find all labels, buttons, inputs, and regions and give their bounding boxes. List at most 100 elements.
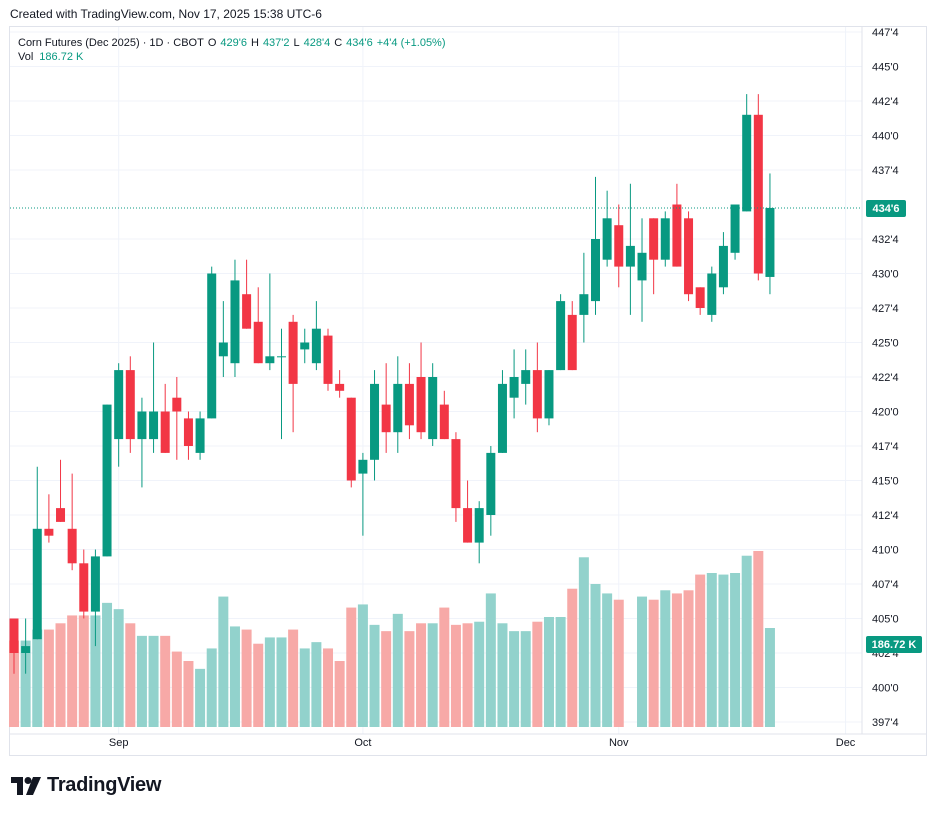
volume-bar bbox=[264, 637, 275, 727]
candle-body bbox=[323, 335, 333, 384]
price-tick-label: 440'0 bbox=[872, 131, 899, 143]
candle-body bbox=[393, 383, 403, 433]
volume-bar bbox=[497, 623, 508, 727]
candle-body bbox=[79, 563, 89, 612]
candle-body bbox=[718, 245, 728, 288]
tradingview-logo[interactable]: TradingView bbox=[11, 774, 161, 797]
volume-bar bbox=[229, 626, 240, 727]
chart-frame[interactable] bbox=[9, 26, 927, 756]
volume-bar bbox=[311, 642, 322, 727]
candle-body bbox=[509, 377, 519, 398]
volume-bar bbox=[218, 596, 229, 727]
time-tick-label: Oct bbox=[354, 737, 371, 749]
candle-body bbox=[125, 370, 135, 440]
volume-bar bbox=[160, 635, 171, 727]
volume-bar bbox=[730, 573, 741, 727]
volume-bar bbox=[450, 624, 461, 727]
candle-body bbox=[474, 508, 484, 543]
candle-body bbox=[370, 383, 380, 460]
candle-body bbox=[218, 342, 228, 357]
volume-bar bbox=[462, 623, 473, 727]
candle-body bbox=[230, 280, 240, 364]
volume-bar bbox=[183, 661, 194, 727]
volume-bar bbox=[334, 661, 345, 727]
candle-body bbox=[90, 556, 100, 612]
candle-body bbox=[556, 301, 566, 371]
candle-body bbox=[463, 508, 473, 543]
candle-body bbox=[497, 383, 507, 453]
volume-axis-label: 186.72 K bbox=[872, 639, 917, 651]
volume-bar bbox=[660, 590, 671, 727]
volume-bar bbox=[613, 599, 624, 727]
candle-body bbox=[532, 370, 542, 419]
candle-body bbox=[753, 114, 763, 274]
candle-body bbox=[56, 508, 66, 522]
volume-bar bbox=[55, 623, 66, 727]
volume-bar bbox=[392, 613, 403, 727]
volume-bar bbox=[20, 640, 31, 727]
volume-label: Vol bbox=[18, 51, 34, 63]
close-value: 434'6 bbox=[346, 37, 373, 49]
volume-bar bbox=[369, 624, 380, 727]
candle-body bbox=[742, 114, 752, 212]
volume-bar bbox=[555, 617, 566, 727]
volume-bar bbox=[241, 629, 252, 727]
volume-bar bbox=[671, 593, 682, 727]
last-price-badge bbox=[866, 199, 906, 217]
volume-bar bbox=[532, 621, 543, 727]
candle-body bbox=[21, 646, 31, 653]
volume-bar bbox=[439, 607, 450, 727]
volume-value-badge bbox=[866, 636, 922, 653]
price-tick-label: 427'4 bbox=[872, 303, 899, 315]
volume-bar bbox=[381, 631, 392, 727]
volume-bar bbox=[299, 648, 310, 727]
candle-body bbox=[660, 218, 670, 260]
volume-bar bbox=[206, 648, 217, 727]
volume-bar bbox=[346, 607, 357, 727]
candle-body bbox=[416, 377, 426, 433]
candle-body bbox=[544, 370, 554, 419]
price-tick-label: 415'0 bbox=[872, 476, 899, 488]
close-label: C bbox=[334, 37, 343, 49]
price-tick-label: 422'4 bbox=[872, 372, 899, 384]
candle-body bbox=[567, 314, 577, 371]
candle-body bbox=[242, 294, 252, 329]
volume-bar bbox=[648, 599, 659, 727]
open-value: 429'6 bbox=[220, 37, 247, 49]
candle-body bbox=[614, 225, 624, 267]
candle-body bbox=[32, 528, 42, 640]
candle-body bbox=[137, 411, 147, 440]
volume-bar bbox=[416, 623, 427, 727]
change-value: +4'4 (+1.05%) bbox=[376, 37, 446, 49]
volume-bar bbox=[695, 574, 706, 727]
candle-body bbox=[695, 287, 705, 308]
price-tick-label: 400'0 bbox=[872, 683, 899, 695]
candle-body bbox=[300, 342, 310, 350]
candle-body bbox=[265, 356, 275, 364]
price-tick-label: 425'0 bbox=[872, 338, 899, 350]
candle-body bbox=[602, 218, 612, 260]
volume-bar bbox=[404, 631, 415, 727]
price-tick-label: 410'0 bbox=[872, 545, 899, 557]
volume-bar bbox=[67, 615, 78, 727]
candle-body bbox=[579, 294, 589, 315]
candle-body bbox=[160, 411, 170, 453]
chart-legend: Corn Futures (Dec 2025) · 1D · CBOT O 429… bbox=[18, 35, 446, 51]
volume-bar bbox=[520, 631, 531, 727]
price-tick-label: 420'0 bbox=[872, 407, 899, 419]
symbol-title: Corn Futures (Dec 2025) · 1D · CBOT bbox=[18, 37, 204, 49]
price-tick-label: 445'0 bbox=[872, 62, 899, 74]
candle-body bbox=[253, 321, 263, 364]
volume-bar bbox=[637, 596, 648, 727]
price-tick-label: 437'4 bbox=[872, 165, 899, 177]
volume-bar bbox=[753, 551, 764, 727]
volume-bar bbox=[509, 631, 520, 727]
tradingview-logo-text: TradingView bbox=[47, 774, 162, 796]
candle-body bbox=[172, 397, 182, 412]
candle-body bbox=[195, 418, 205, 453]
price-tick-label: 405'0 bbox=[872, 614, 899, 626]
candle-body bbox=[207, 273, 217, 419]
volume-bar bbox=[485, 593, 496, 727]
volume-bar bbox=[9, 640, 19, 727]
